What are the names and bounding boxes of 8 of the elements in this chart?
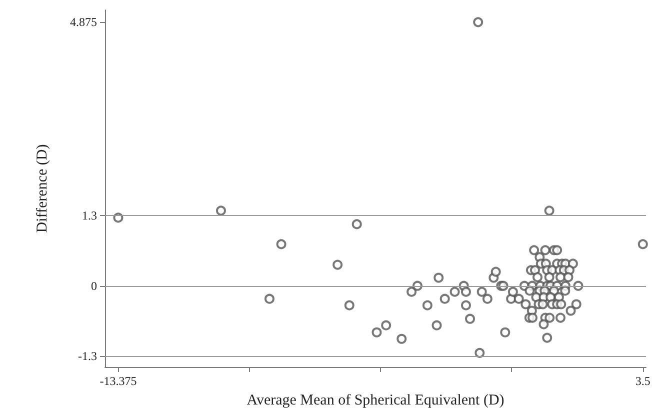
x-axis-title: Average Mean of Spherical Equivalent (D) — [246, 392, 504, 408]
y-axis-title: Difference (D) — [34, 144, 50, 233]
y-tick-label: 0 — [91, 278, 97, 293]
x-tick-label: 3.5 — [635, 374, 650, 388]
x-tick-label: -13.375 — [100, 374, 137, 388]
y-tick-label: 1.3 — [82, 208, 97, 223]
y-tick-label: -1.3 — [78, 349, 97, 364]
y-tick-label: 4.875 — [70, 15, 97, 30]
